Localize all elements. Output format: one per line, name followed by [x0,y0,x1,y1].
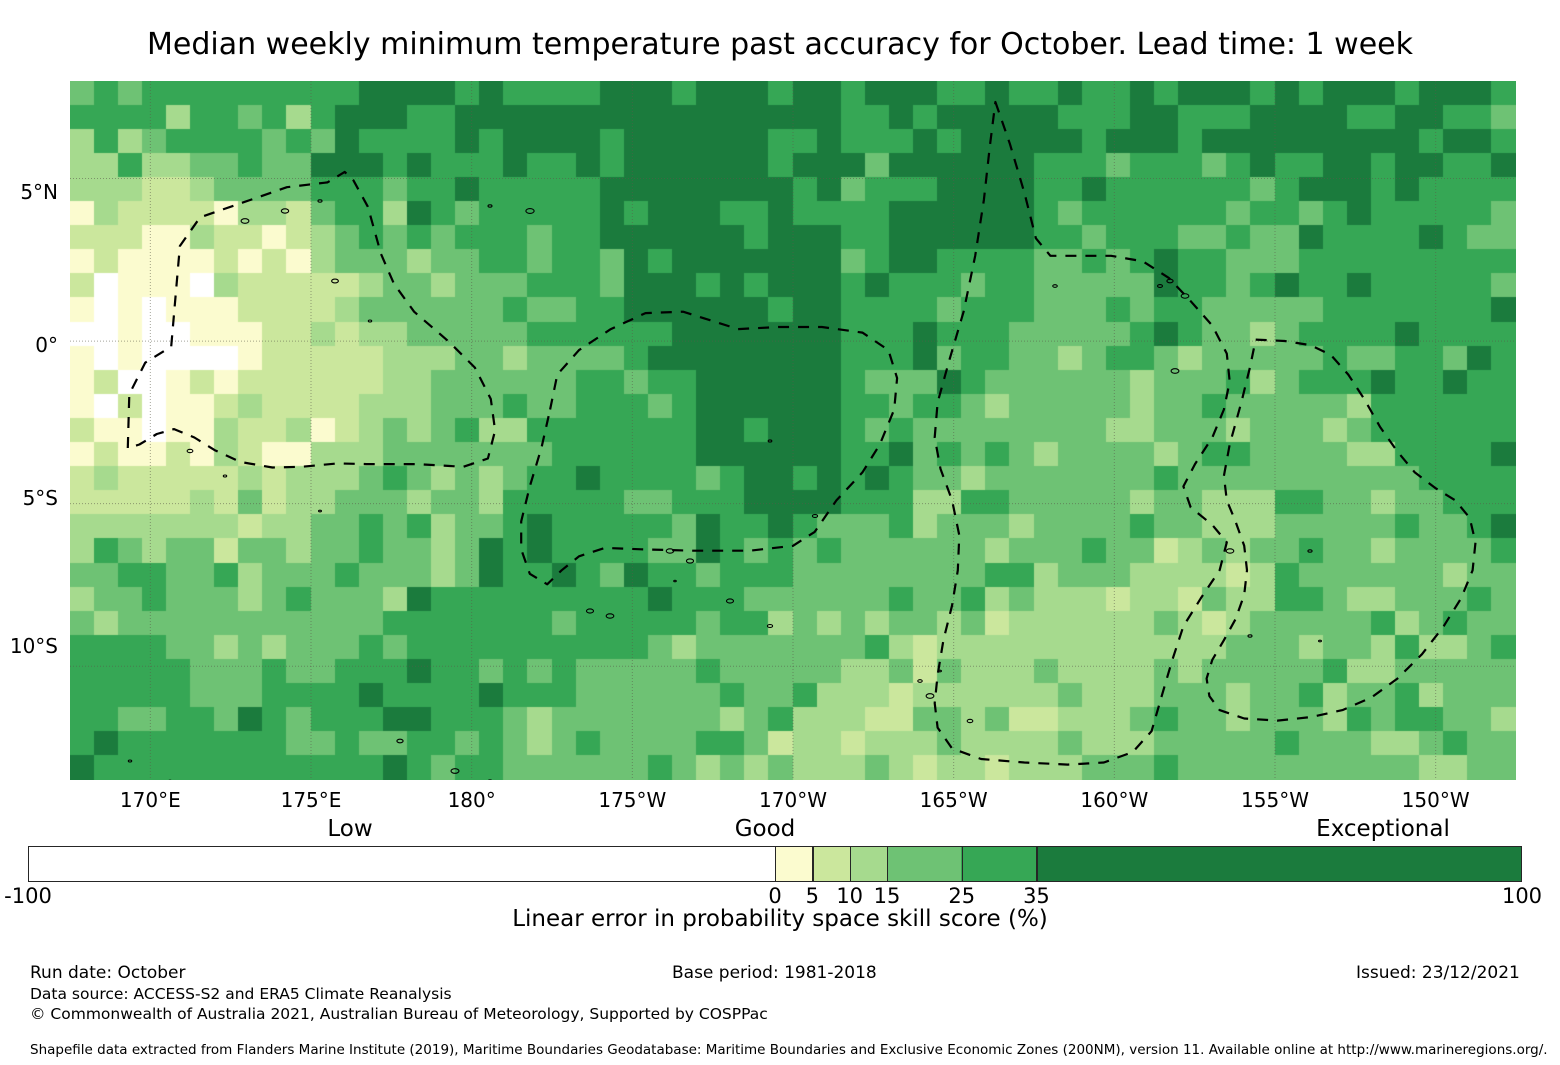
colorbar-quality-label: Low [327,816,373,842]
map-plot-area [70,81,1516,780]
colorbar-tick-label: 35 [1023,884,1050,908]
colorbar-divider [1036,846,1038,882]
x-axis-tick-label: 175°E [280,788,342,812]
colorbar-divider [849,846,852,882]
x-axis-tick-label: 175°W [598,788,667,812]
footer-data-source: Data source: ACCESS-S2 and ERA5 Climate … [30,985,452,1003]
x-axis-tick-label: 155°W [1241,788,1309,812]
x-axis-tick-label: 165°W [919,788,988,812]
colorbar-segment [886,847,962,881]
colorbar-axis-label: Linear error in probability space skill … [512,906,1048,932]
colorbar-tick-label: 15 [873,884,901,908]
colorbar-tick-label: 5 [805,884,820,908]
colorbar-divider [887,846,889,882]
colorbar-tick-label: 25 [948,884,976,908]
y-axis-tick-label: 0° [35,333,58,357]
map-overlay [70,81,1516,780]
x-axis-tick-label: 150°W [1401,788,1470,812]
y-axis-tick-label: 5°S [22,486,58,510]
colorbar [28,846,1522,882]
colorbar-segment [29,847,775,881]
footer-issued: Issued: 23/12/2021 [1356,963,1520,983]
footer-copyright: © Commonwealth of Australia 2021, Austra… [30,1005,768,1023]
colorbar-tick-label: 0 [768,884,782,908]
colorbar-segment [961,847,1037,881]
colorbar-quality-label: Good [734,816,796,842]
chart-title: Median weekly minimum temperature past a… [147,27,1413,62]
colorbar-tick-label: -100 [4,884,52,908]
x-axis-tick-label: 170°E [119,788,181,812]
colorbar-divider [961,846,964,882]
footer-run-date: Run date: October [30,963,186,983]
colorbar-segment [1036,847,1521,881]
footer-shapefile-credit: Shapefile data extracted from Flanders M… [30,1042,1548,1058]
colorbar-tick-label: 10 [836,884,864,908]
colorbar-divider [775,846,777,882]
x-axis-tick-label: 170°W [759,788,827,812]
colorbar-divider [812,846,814,882]
colorbar-quality-label: Exceptional [1316,816,1450,842]
colorbar-segment [849,847,887,881]
y-axis-tick-label: 5°N [20,180,58,204]
x-axis-tick-label: 160°W [1080,788,1149,812]
y-axis-tick-label: 10°S [9,634,58,658]
colorbar-segment [775,847,813,881]
footer-base-period: Base period: 1981-2018 [672,963,877,983]
x-axis-tick-label: 180° [447,788,496,812]
colorbar-tick-label: 100 [1501,884,1543,908]
colorbar-segment [812,847,850,881]
